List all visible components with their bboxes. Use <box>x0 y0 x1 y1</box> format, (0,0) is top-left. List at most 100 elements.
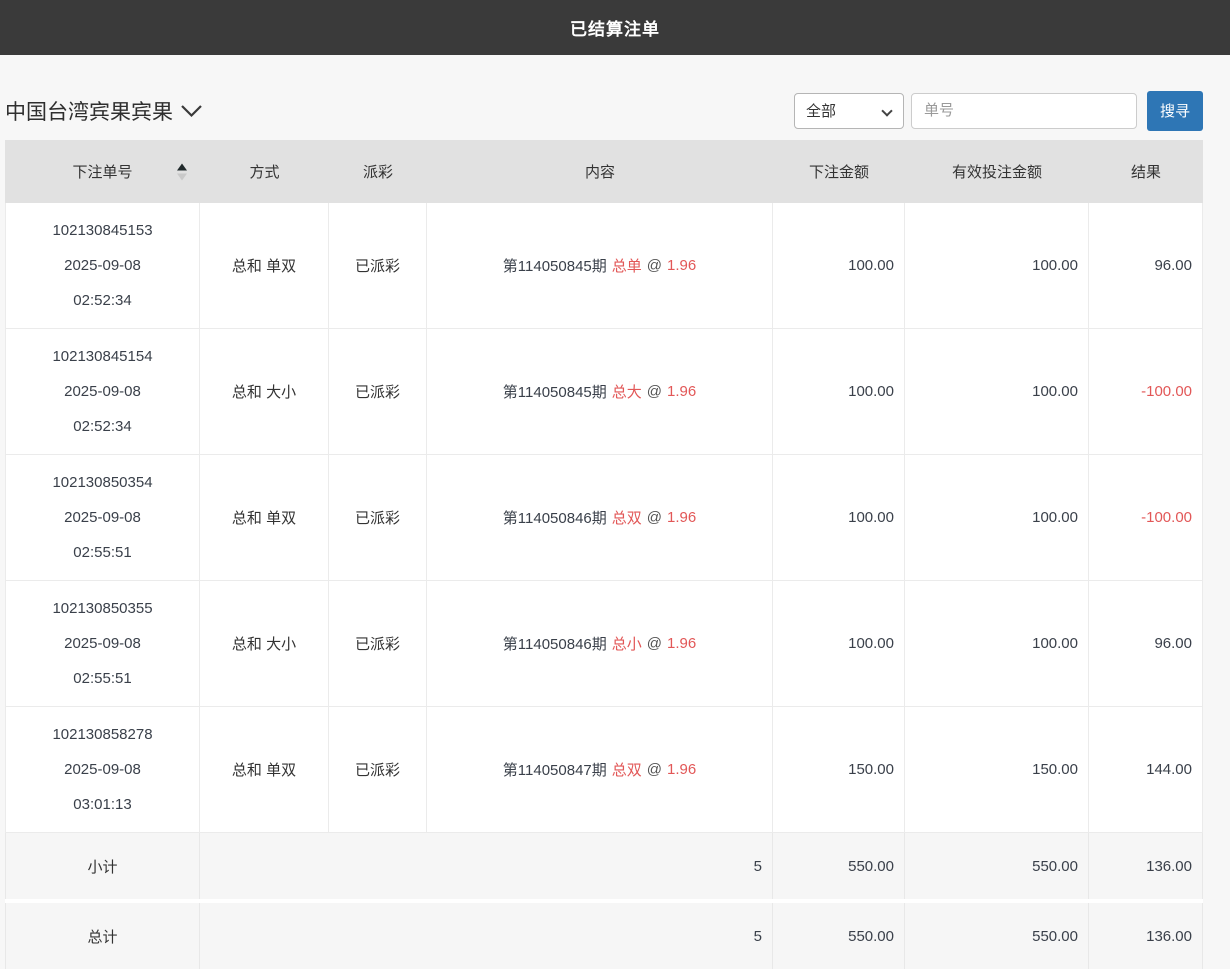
order-no-cell: 102130850354 2025-09-08 02:55:51 <box>5 455 200 580</box>
pick-text: 总单 <box>611 258 642 275</box>
odds-value: 1.96 <box>667 383 697 400</box>
valid-amount-cell: 100.00 <box>905 455 1089 580</box>
pick-text: 总双 <box>611 762 642 779</box>
table-row: 102130850354 2025-09-08 02:55:51 总和 单双 已… <box>5 455 1203 581</box>
valid-amount-cell: 150.00 <box>905 707 1089 832</box>
search-controls: 全部 搜寻 <box>794 90 1203 131</box>
total-bet-amount: 550.00 <box>773 903 905 969</box>
table-row: 102130845153 2025-09-08 02:52:34 总和 单双 已… <box>5 203 1203 329</box>
bet-time: 02:55:51 <box>73 544 132 561</box>
bet-date: 2025-09-08 <box>64 635 141 652</box>
column-header-content: 内容 <box>584 164 615 181</box>
odds-value: 1.96 <box>667 761 697 778</box>
period-text: 第114050845期 <box>502 258 607 275</box>
page-title: 已结算注单 <box>570 20 660 39</box>
payout-status-cell: 已派彩 <box>329 329 427 454</box>
result-cell: 96.00 <box>1089 581 1203 706</box>
bet-amount-cell: 100.00 <box>773 455 905 580</box>
bet-date: 2025-09-08 <box>64 761 141 778</box>
column-header-bet-id[interactable]: 下注单号 <box>5 140 200 203</box>
order-no-cell: 102130845154 2025-09-08 02:52:34 <box>5 329 200 454</box>
toolbar: 中国台湾宾果宾果 全部 搜寻 <box>0 55 1230 140</box>
subtotal-result: 136.00 <box>1089 833 1203 899</box>
order-no: 102130845154 <box>52 348 153 365</box>
method-cell: 总和 大小 <box>200 329 329 454</box>
bet-date: 2025-09-08 <box>64 509 141 526</box>
order-number-input[interactable] <box>911 92 1137 129</box>
payout-status-cell: 已派彩 <box>329 581 427 706</box>
payout-status-cell: 已派彩 <box>329 203 427 328</box>
content-cell: 第114050845期 总单 @ 1.96 <box>427 203 773 328</box>
valid-amount-cell: 100.00 <box>905 203 1089 328</box>
search-button[interactable]: 搜寻 <box>1147 90 1203 131</box>
content-cell: 第114050846期 总小 @ 1.96 <box>427 581 773 706</box>
pick-text: 总小 <box>611 636 642 653</box>
at-symbol: @ <box>646 635 662 652</box>
column-header-valid-amount: 有效投注金额 <box>951 164 1042 181</box>
total-result: 136.00 <box>1089 903 1203 969</box>
settled-bets-table: 下注单号 方式 派彩 内容 下注金额 有效投注金额 结果 10213084515… <box>5 140 1203 969</box>
table-row: 102130850355 2025-09-08 02:55:51 总和 大小 已… <box>5 581 1203 707</box>
total-count: 5 <box>200 903 773 969</box>
filter-select[interactable]: 全部 <box>794 92 904 129</box>
bet-time: 02:52:34 <box>73 418 132 435</box>
method-cell: 总和 单双 <box>200 707 329 832</box>
bet-date: 2025-09-08 <box>64 257 141 274</box>
pick-text: 总双 <box>611 510 642 527</box>
method-cell: 总和 大小 <box>200 581 329 706</box>
result-cell: -100.00 <box>1089 329 1203 454</box>
content-cell: 第114050847期 总双 @ 1.96 <box>427 707 773 832</box>
order-no-cell: 102130845153 2025-09-08 02:52:34 <box>5 203 200 328</box>
order-no-cell: 102130858278 2025-09-08 03:01:13 <box>5 707 200 832</box>
bet-time: 02:52:34 <box>73 292 132 309</box>
odds-value: 1.96 <box>667 257 697 274</box>
total-row: 总计 5 550.00 550.00 136.00 <box>5 899 1203 969</box>
bet-amount-cell: 100.00 <box>773 581 905 706</box>
order-no: 102130845153 <box>52 222 153 239</box>
subtotal-valid-amount: 550.00 <box>905 833 1089 899</box>
at-symbol: @ <box>646 509 662 526</box>
at-symbol: @ <box>646 257 662 274</box>
at-symbol: @ <box>646 761 662 778</box>
content-cell: 第114050845期 总大 @ 1.96 <box>427 329 773 454</box>
bet-amount-cell: 150.00 <box>773 707 905 832</box>
column-header-bet-amount: 下注金额 <box>808 164 869 181</box>
method-cell: 总和 单双 <box>200 203 329 328</box>
sort-asc-icon <box>177 163 187 170</box>
game-title-label: 中国台湾宾果宾果 <box>5 100 173 124</box>
subtotal-row: 小计 5 550.00 550.00 136.00 <box>5 833 1203 899</box>
order-no-cell: 102130850355 2025-09-08 02:55:51 <box>5 581 200 706</box>
method-cell: 总和 单双 <box>200 455 329 580</box>
order-no: 102130850355 <box>52 600 153 617</box>
sort-desc-icon <box>177 173 187 180</box>
game-selector[interactable]: 中国台湾宾果宾果 <box>5 96 203 126</box>
payout-status-cell: 已派彩 <box>329 707 427 832</box>
table-row: 102130858278 2025-09-08 03:01:13 总和 单双 已… <box>5 707 1203 833</box>
period-text: 第114050845期 <box>502 384 607 401</box>
bet-time: 03:01:13 <box>73 796 132 813</box>
sort-icons <box>177 163 187 180</box>
bet-date: 2025-09-08 <box>64 383 141 400</box>
valid-amount-cell: 100.00 <box>905 581 1089 706</box>
column-header-payout: 派彩 <box>362 164 393 181</box>
table-header: 下注单号 方式 派彩 内容 下注金额 有效投注金额 结果 <box>5 140 1203 203</box>
result-cell: 144.00 <box>1089 707 1203 832</box>
period-text: 第114050846期 <box>502 510 607 527</box>
payout-status-cell: 已派彩 <box>329 455 427 580</box>
subtotal-label: 小计 <box>5 833 200 899</box>
chevron-down-icon <box>881 104 893 117</box>
result-cell: 96.00 <box>1089 203 1203 328</box>
order-no: 102130858278 <box>52 726 153 743</box>
pick-text: 总大 <box>611 384 642 401</box>
period-text: 第114050846期 <box>502 636 607 653</box>
bet-amount-cell: 100.00 <box>773 203 905 328</box>
order-no: 102130850354 <box>52 474 153 491</box>
subtotal-bet-amount: 550.00 <box>773 833 905 899</box>
total-valid-amount: 550.00 <box>905 903 1089 969</box>
filter-select-value: 全部 <box>806 103 837 120</box>
column-header-method: 方式 <box>249 164 280 181</box>
subtotal-count: 5 <box>200 833 773 899</box>
column-header-result: 结果 <box>1130 164 1161 181</box>
total-label: 总计 <box>5 903 200 969</box>
top-bar: 已结算注单 <box>0 0 1230 55</box>
